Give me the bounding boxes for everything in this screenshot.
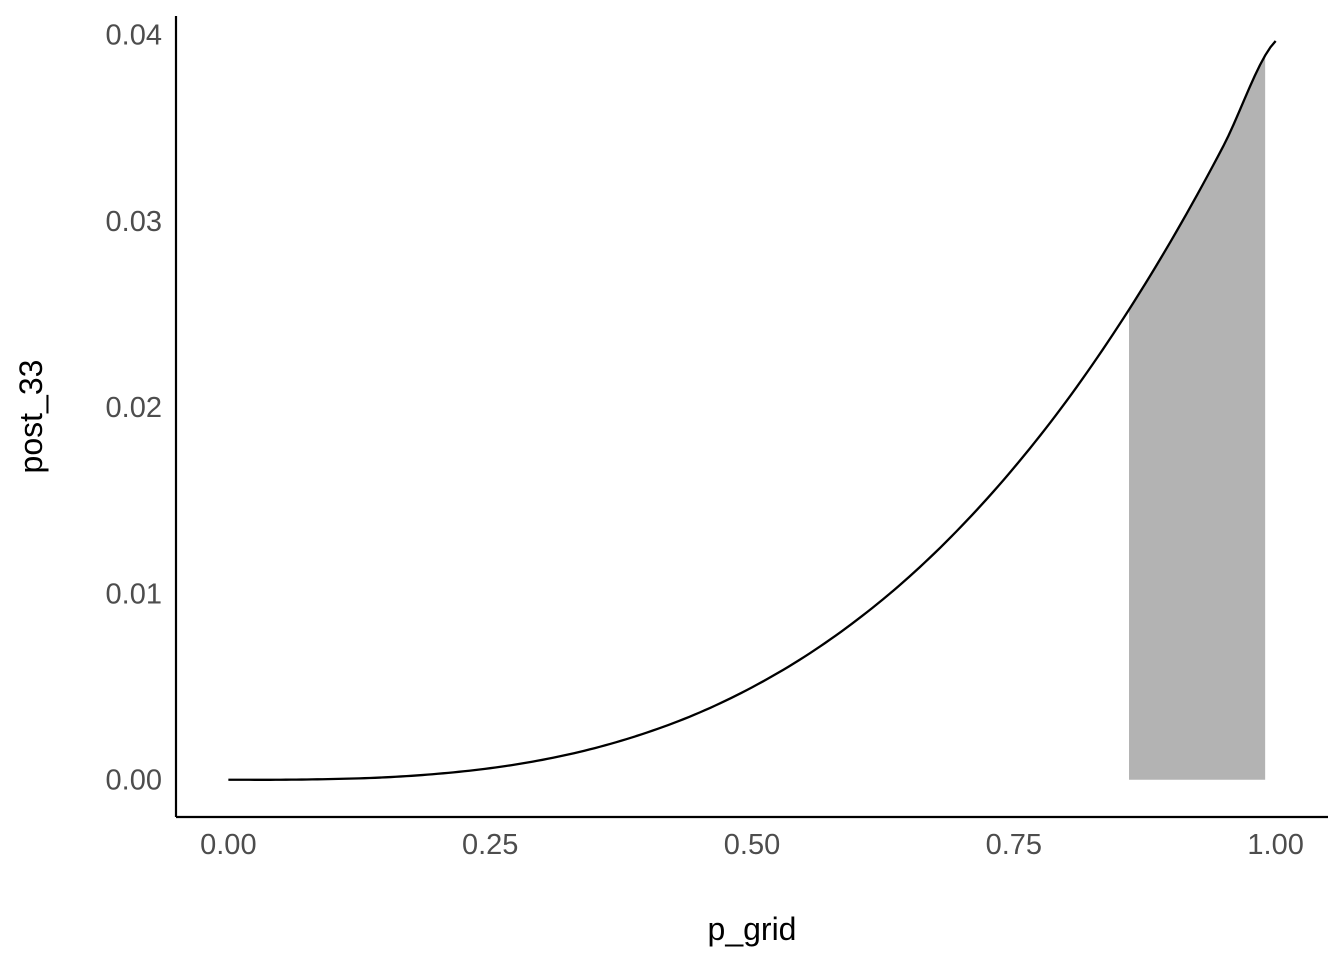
x-tick-label: 0.50	[724, 829, 780, 861]
x-tick-label: 0.25	[462, 829, 518, 861]
shaded-area	[1129, 55, 1266, 780]
y-tick-label: 0.04	[106, 20, 162, 52]
x-tick-label: 0.00	[200, 829, 256, 861]
y-tick-label: 0.02	[106, 392, 162, 424]
posterior-curve	[228, 40, 1277, 781]
x-tick-label: 0.75	[986, 829, 1042, 861]
y-tick-label: 0.00	[106, 765, 162, 797]
y-tick-label: 0.01	[106, 578, 162, 610]
y-axis-title: post_33	[13, 360, 49, 474]
y-tick-label: 0.03	[106, 206, 162, 238]
x-tick-label: 1.00	[1247, 829, 1303, 861]
x-axis-title: p_grid	[708, 911, 797, 947]
